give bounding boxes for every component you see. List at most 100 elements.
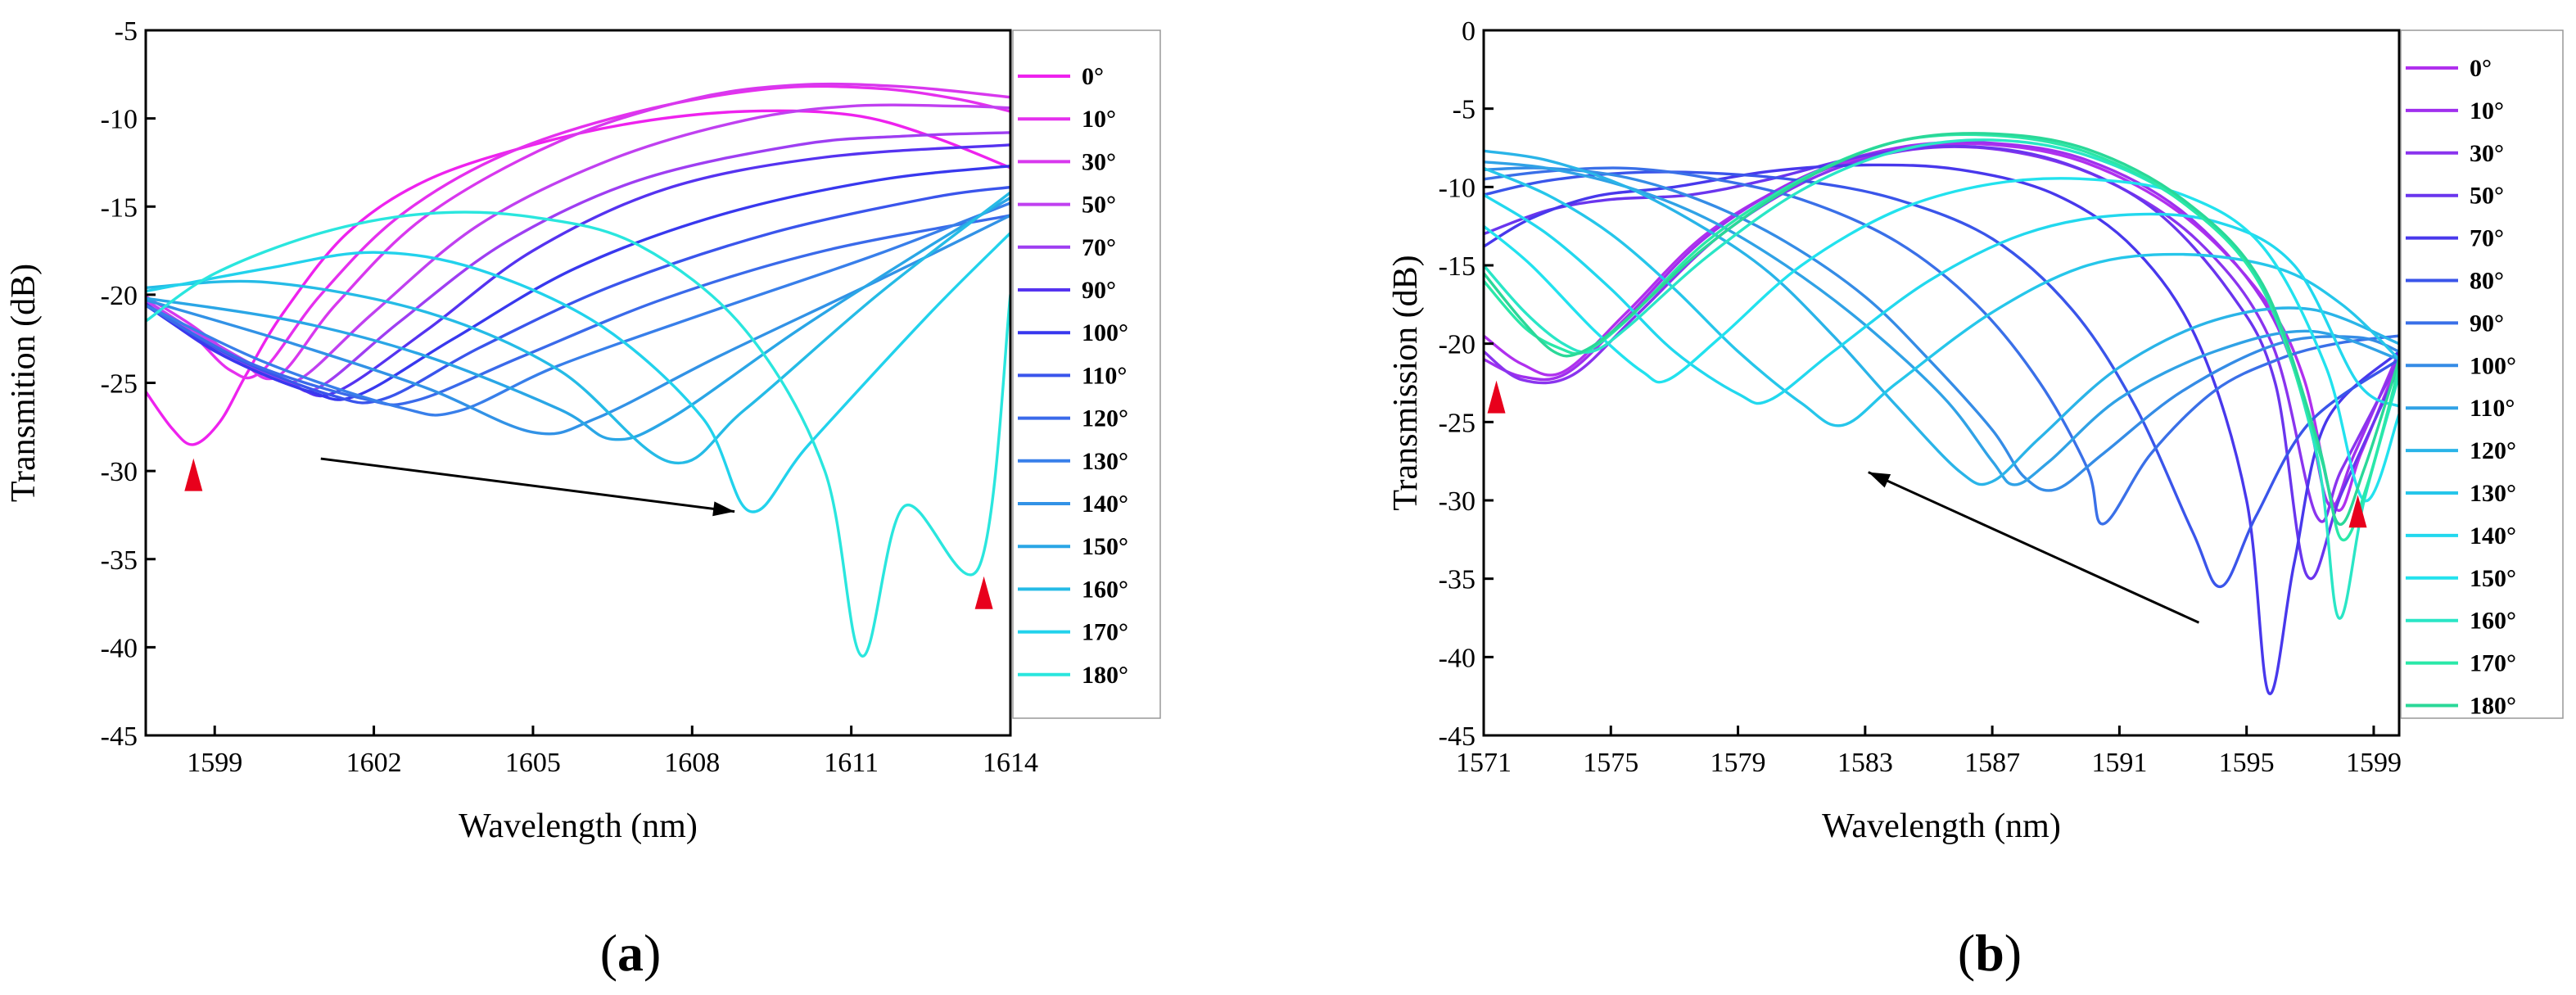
trend-arrow-shaft <box>320 457 735 513</box>
series-line-70deg <box>146 131 1010 393</box>
panel-label: (b) <box>1958 924 2022 982</box>
panel-label: (a) <box>600 924 662 982</box>
y-tick-label: -25 <box>101 369 138 400</box>
legend-label: 0° <box>1082 63 1104 90</box>
y-tick-label: -10 <box>101 105 138 135</box>
plot-frame <box>1482 29 2401 737</box>
series-line-180deg <box>146 210 1010 658</box>
y-tick-label: 0 <box>1462 16 1476 47</box>
series-line-110deg <box>1484 161 2399 486</box>
legend-label: 70° <box>1082 234 1116 261</box>
x-tick-label: 1579 <box>1711 748 1766 778</box>
panel-label-letter: b <box>1975 924 2004 982</box>
y-tick-label: -5 <box>1453 95 1476 125</box>
legend-label: 130° <box>1082 448 1128 475</box>
y-tick-label: -20 <box>101 281 138 311</box>
series-line-90deg <box>1484 166 2399 526</box>
series-line-150deg <box>1484 177 2399 502</box>
y-tick-label: -15 <box>101 192 138 223</box>
y-tick-label: -20 <box>1439 330 1476 360</box>
legend-label: 110° <box>1082 362 1127 389</box>
y-tick-label: -35 <box>101 545 138 576</box>
series-group <box>1484 132 2399 695</box>
dip-marker <box>974 576 993 609</box>
y-tick-label: -10 <box>1439 173 1476 203</box>
series-line-140deg <box>1484 193 2399 408</box>
dip-marker <box>184 458 203 491</box>
series-line-120deg <box>1484 149 2399 486</box>
legend-label: 100° <box>2470 352 2516 379</box>
y-tick-label: -30 <box>1439 486 1476 517</box>
x-tick-label: 1611 <box>824 748 879 778</box>
legend-label: 80° <box>2470 268 2504 295</box>
x-tick-label: 1602 <box>346 748 402 778</box>
y-tick-label: -40 <box>101 633 138 663</box>
panel-label-letter: a <box>617 924 644 982</box>
x-tick-label: 1591 <box>2091 748 2147 778</box>
series-line-0deg <box>146 109 1010 446</box>
x-tick-label: 1571 <box>1456 748 1512 778</box>
legend-label: 150° <box>1082 533 1128 560</box>
legend-label: 120° <box>2470 437 2516 464</box>
legend-label: 180° <box>1082 662 1128 689</box>
series-line-170deg <box>146 231 1010 513</box>
y-tick-label: -45 <box>1439 721 1476 752</box>
trend-arrow-head <box>1868 472 1891 488</box>
legend-label: 10° <box>2470 97 2504 124</box>
y-tick-label: -30 <box>101 457 138 487</box>
legend-label: 110° <box>2470 395 2515 422</box>
legend-label: 160° <box>1082 576 1128 603</box>
series-line-50deg <box>146 103 1010 385</box>
legend-label: 100° <box>1082 319 1128 346</box>
series-line-130deg <box>1484 166 2399 427</box>
panel-label-paren: ( <box>1958 924 1975 982</box>
x-tick-label: 1599 <box>187 748 242 778</box>
series-line-10deg <box>146 84 1010 380</box>
series-group <box>146 82 1010 658</box>
series-line-130deg <box>146 201 1010 417</box>
legend-label: 50° <box>1082 192 1116 219</box>
series-line-120deg <box>146 214 1010 406</box>
dip-marker <box>1487 380 1506 414</box>
x-tick-label: 1608 <box>664 748 720 778</box>
x-tick-label: 1595 <box>2219 748 2275 778</box>
legend-label: 160° <box>2470 608 2516 635</box>
x-tick-label: 1599 <box>2346 748 2402 778</box>
legend-label: 170° <box>2470 650 2516 677</box>
legend-label: 140° <box>2470 522 2516 550</box>
series-line-110deg <box>146 185 1010 405</box>
legend-label: 70° <box>2470 225 2504 252</box>
legend-label: 170° <box>1082 619 1128 646</box>
trend-arrow-head <box>712 501 735 517</box>
panel-label-paren: ) <box>644 924 661 982</box>
legend-label: 90° <box>1082 277 1116 304</box>
legend-label: 140° <box>1082 491 1128 518</box>
series-line-100deg <box>146 165 1010 401</box>
x-tick-label: 1583 <box>1837 748 1893 778</box>
y-axis-label: Transmission (dB) <box>1387 255 1425 510</box>
y-tick-label: -35 <box>1439 565 1476 595</box>
series-line-150deg <box>146 196 1010 441</box>
series-line-80deg <box>1484 170 2399 588</box>
y-tick-label: -45 <box>101 721 138 752</box>
y-tick-label: -15 <box>1439 251 1476 282</box>
y-axis-label: Transmition (dB) <box>5 264 43 502</box>
y-tick-label: -25 <box>1439 408 1476 438</box>
chart-panel-a: -5 -10 -15 -20 -25 -30 -35 -40 -45 1599 1602 1605 16… <box>5 16 1161 982</box>
panel-label-paren: ) <box>2004 924 2022 982</box>
legend-box <box>2400 29 2564 719</box>
legend-label: 50° <box>2470 183 2504 210</box>
series-line-100deg <box>1484 166 2399 492</box>
series-line-50deg <box>1484 144 2399 580</box>
series-line-180deg <box>1484 132 2399 526</box>
y-tick-label: -40 <box>1439 643 1476 673</box>
legend-label: 90° <box>2470 310 2504 337</box>
x-tick-label: 1575 <box>1583 748 1638 778</box>
y-tick-label: -5 <box>115 16 138 47</box>
legend-label: 30° <box>1082 148 1116 175</box>
legend-label: 150° <box>2470 565 2516 592</box>
legend-label: 30° <box>2470 140 2504 167</box>
legend-label: 0° <box>2470 55 2492 82</box>
